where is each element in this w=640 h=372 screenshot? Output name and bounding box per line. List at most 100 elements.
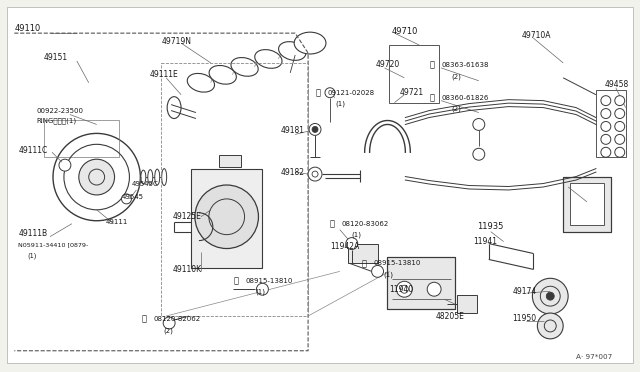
Circle shape	[601, 134, 611, 144]
Text: 49710: 49710	[392, 27, 418, 36]
Text: 49545C: 49545C	[131, 181, 158, 187]
Text: RINGリング(1): RINGリング(1)	[36, 117, 76, 124]
Text: Ⓢ: Ⓢ	[429, 60, 434, 70]
Text: 49719N: 49719N	[161, 36, 191, 46]
Circle shape	[427, 282, 441, 296]
Circle shape	[195, 185, 259, 248]
Ellipse shape	[255, 49, 282, 68]
Text: 08915-13810: 08915-13810	[246, 278, 293, 284]
Circle shape	[615, 109, 625, 119]
Text: (1): (1)	[383, 271, 394, 278]
Text: 49111C: 49111C	[19, 146, 47, 155]
Bar	[44, 119, 118, 157]
Text: 49151: 49151	[44, 54, 68, 62]
Text: 11942A: 11942A	[330, 242, 359, 251]
Bar	[387, 257, 455, 309]
Text: (1): (1)	[255, 289, 266, 295]
Text: 11940: 11940	[390, 285, 413, 294]
Text: Ⓥ: Ⓥ	[234, 277, 239, 286]
Circle shape	[601, 109, 611, 119]
Circle shape	[163, 317, 175, 329]
Text: 49110: 49110	[14, 24, 40, 33]
Circle shape	[396, 281, 412, 297]
Bar	[563, 177, 611, 232]
Circle shape	[53, 134, 140, 221]
Text: 08120-82062: 08120-82062	[153, 316, 200, 322]
Text: 00922-23500: 00922-23500	[36, 108, 83, 113]
Circle shape	[615, 147, 625, 157]
Text: 08120-83062: 08120-83062	[342, 221, 389, 227]
Text: 48205E: 48205E	[435, 311, 464, 321]
Bar	[219, 155, 241, 167]
Circle shape	[346, 238, 358, 250]
Bar	[596, 90, 626, 157]
Bar	[390, 45, 439, 103]
Bar	[570, 183, 604, 225]
Text: (2): (2)	[451, 74, 461, 80]
Bar	[191, 169, 262, 268]
Text: 08363-61638: 08363-61638	[441, 62, 488, 68]
Circle shape	[615, 96, 625, 106]
Text: Ⓑ: Ⓑ	[330, 219, 335, 228]
Circle shape	[122, 194, 131, 204]
Text: 49458: 49458	[605, 80, 629, 89]
Text: 49111E: 49111E	[149, 70, 178, 79]
Ellipse shape	[167, 97, 181, 119]
Bar	[387, 257, 455, 309]
Circle shape	[601, 147, 611, 157]
Text: 49710A: 49710A	[522, 31, 551, 40]
Circle shape	[532, 278, 568, 314]
Ellipse shape	[155, 169, 160, 185]
Text: (1): (1)	[335, 100, 345, 107]
Text: 49125E: 49125E	[173, 212, 202, 221]
Ellipse shape	[148, 170, 153, 185]
Text: 49110K: 49110K	[173, 265, 202, 274]
Text: 49721: 49721	[399, 88, 424, 97]
Ellipse shape	[278, 42, 306, 60]
Text: (1): (1)	[352, 231, 362, 238]
Text: Ⓑ: Ⓑ	[141, 314, 147, 324]
Circle shape	[601, 122, 611, 131]
Text: N05911-34410 [0879-: N05911-34410 [0879-	[19, 242, 88, 247]
Circle shape	[372, 265, 383, 277]
Text: 49111: 49111	[106, 219, 128, 225]
Circle shape	[538, 313, 563, 339]
Text: (2): (2)	[163, 328, 173, 334]
Text: Ⓑ: Ⓑ	[316, 88, 321, 97]
Circle shape	[257, 283, 268, 295]
Circle shape	[473, 148, 484, 160]
Text: 49174: 49174	[513, 287, 537, 296]
Circle shape	[615, 122, 625, 131]
Ellipse shape	[209, 65, 236, 84]
Circle shape	[325, 88, 335, 98]
Bar	[563, 177, 611, 232]
Ellipse shape	[141, 170, 146, 184]
Text: 49181: 49181	[280, 126, 304, 135]
Circle shape	[79, 159, 115, 195]
Circle shape	[312, 126, 318, 132]
Text: (2): (2)	[451, 105, 461, 112]
Text: 11950: 11950	[513, 314, 537, 324]
Circle shape	[308, 167, 322, 181]
Text: 49182: 49182	[280, 168, 304, 177]
Text: 49720: 49720	[376, 60, 400, 70]
Text: 49111B: 49111B	[19, 229, 47, 238]
Circle shape	[59, 159, 71, 171]
Ellipse shape	[162, 169, 166, 186]
Circle shape	[309, 124, 321, 135]
Bar	[457, 295, 477, 313]
Ellipse shape	[294, 32, 326, 54]
Text: 49545: 49545	[122, 194, 143, 200]
Text: Ⓢ: Ⓢ	[429, 93, 434, 102]
Text: 11935: 11935	[477, 222, 503, 231]
Text: Ⓥ: Ⓥ	[362, 259, 367, 268]
Ellipse shape	[231, 58, 258, 76]
Circle shape	[615, 134, 625, 144]
Text: 08915-13810: 08915-13810	[374, 260, 421, 266]
Text: 09121-02028: 09121-02028	[328, 90, 375, 96]
Circle shape	[601, 96, 611, 106]
Ellipse shape	[188, 73, 214, 92]
Text: 11941: 11941	[473, 237, 497, 246]
Text: (1): (1)	[28, 252, 36, 259]
Text: A· 97*007: A· 97*007	[576, 354, 612, 360]
